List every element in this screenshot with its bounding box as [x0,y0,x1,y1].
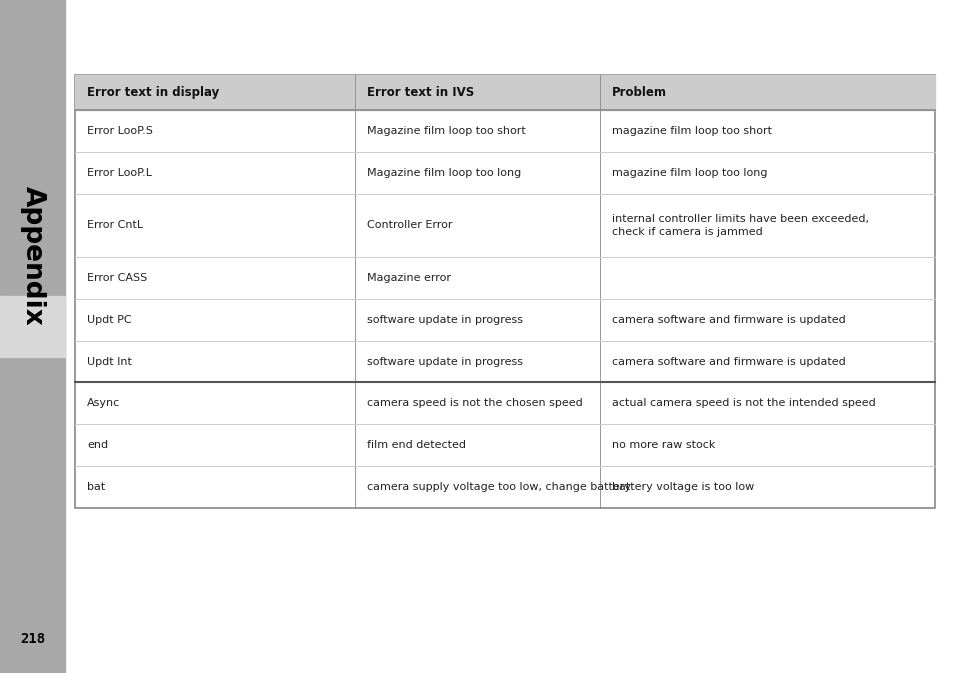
Text: software update in progress: software update in progress [367,357,522,367]
Text: Updt PC: Updt PC [87,315,132,324]
Text: Error text in display: Error text in display [87,86,219,99]
Text: camera software and firmware is updated: camera software and firmware is updated [612,357,845,367]
Text: battery voltage is too low: battery voltage is too low [612,482,754,492]
Text: Error CntL: Error CntL [87,220,143,230]
Text: Magazine film loop too long: Magazine film loop too long [367,168,520,178]
Text: magazine film loop too short: magazine film loop too short [612,126,771,136]
Text: camera supply voltage too low, change battery: camera supply voltage too low, change ba… [367,482,630,492]
Bar [0,0,65,673]
Text: no more raw stock: no more raw stock [612,440,715,450]
Text: internal controller limits have been exceeded,: internal controller limits have been exc… [612,214,868,224]
Text: camera software and firmware is updated: camera software and firmware is updated [612,315,845,324]
Text: Error LooP.L: Error LooP.L [87,168,152,178]
Text: Async: Async [87,398,120,409]
Text: check if camera is jammed: check if camera is jammed [612,227,762,237]
Text: Problem: Problem [612,86,666,99]
Text: Error CASS: Error CASS [87,273,147,283]
Text: bat: bat [87,482,105,492]
Text: Magazine film loop too short: Magazine film loop too short [367,126,525,136]
Text: Updt Int: Updt Int [87,357,132,367]
Text: Error LooP.S: Error LooP.S [87,126,152,136]
Text: magazine film loop too long: magazine film loop too long [612,168,767,178]
Text: film end detected: film end detected [367,440,465,450]
Bar [0,296,65,357]
Text: camera speed is not the chosen speed: camera speed is not the chosen speed [367,398,582,409]
Text: end: end [87,440,108,450]
Text: Magazine error: Magazine error [367,273,451,283]
Text: software update in progress: software update in progress [367,315,522,324]
Text: Appendix: Appendix [19,186,46,326]
Bar [75,75,934,110]
Text: actual camera speed is not the intended speed: actual camera speed is not the intended … [612,398,875,409]
Text: Error text in IVS: Error text in IVS [367,86,474,99]
Text: 218: 218 [20,633,45,646]
Bar [75,75,934,508]
Text: Controller Error: Controller Error [367,220,452,230]
